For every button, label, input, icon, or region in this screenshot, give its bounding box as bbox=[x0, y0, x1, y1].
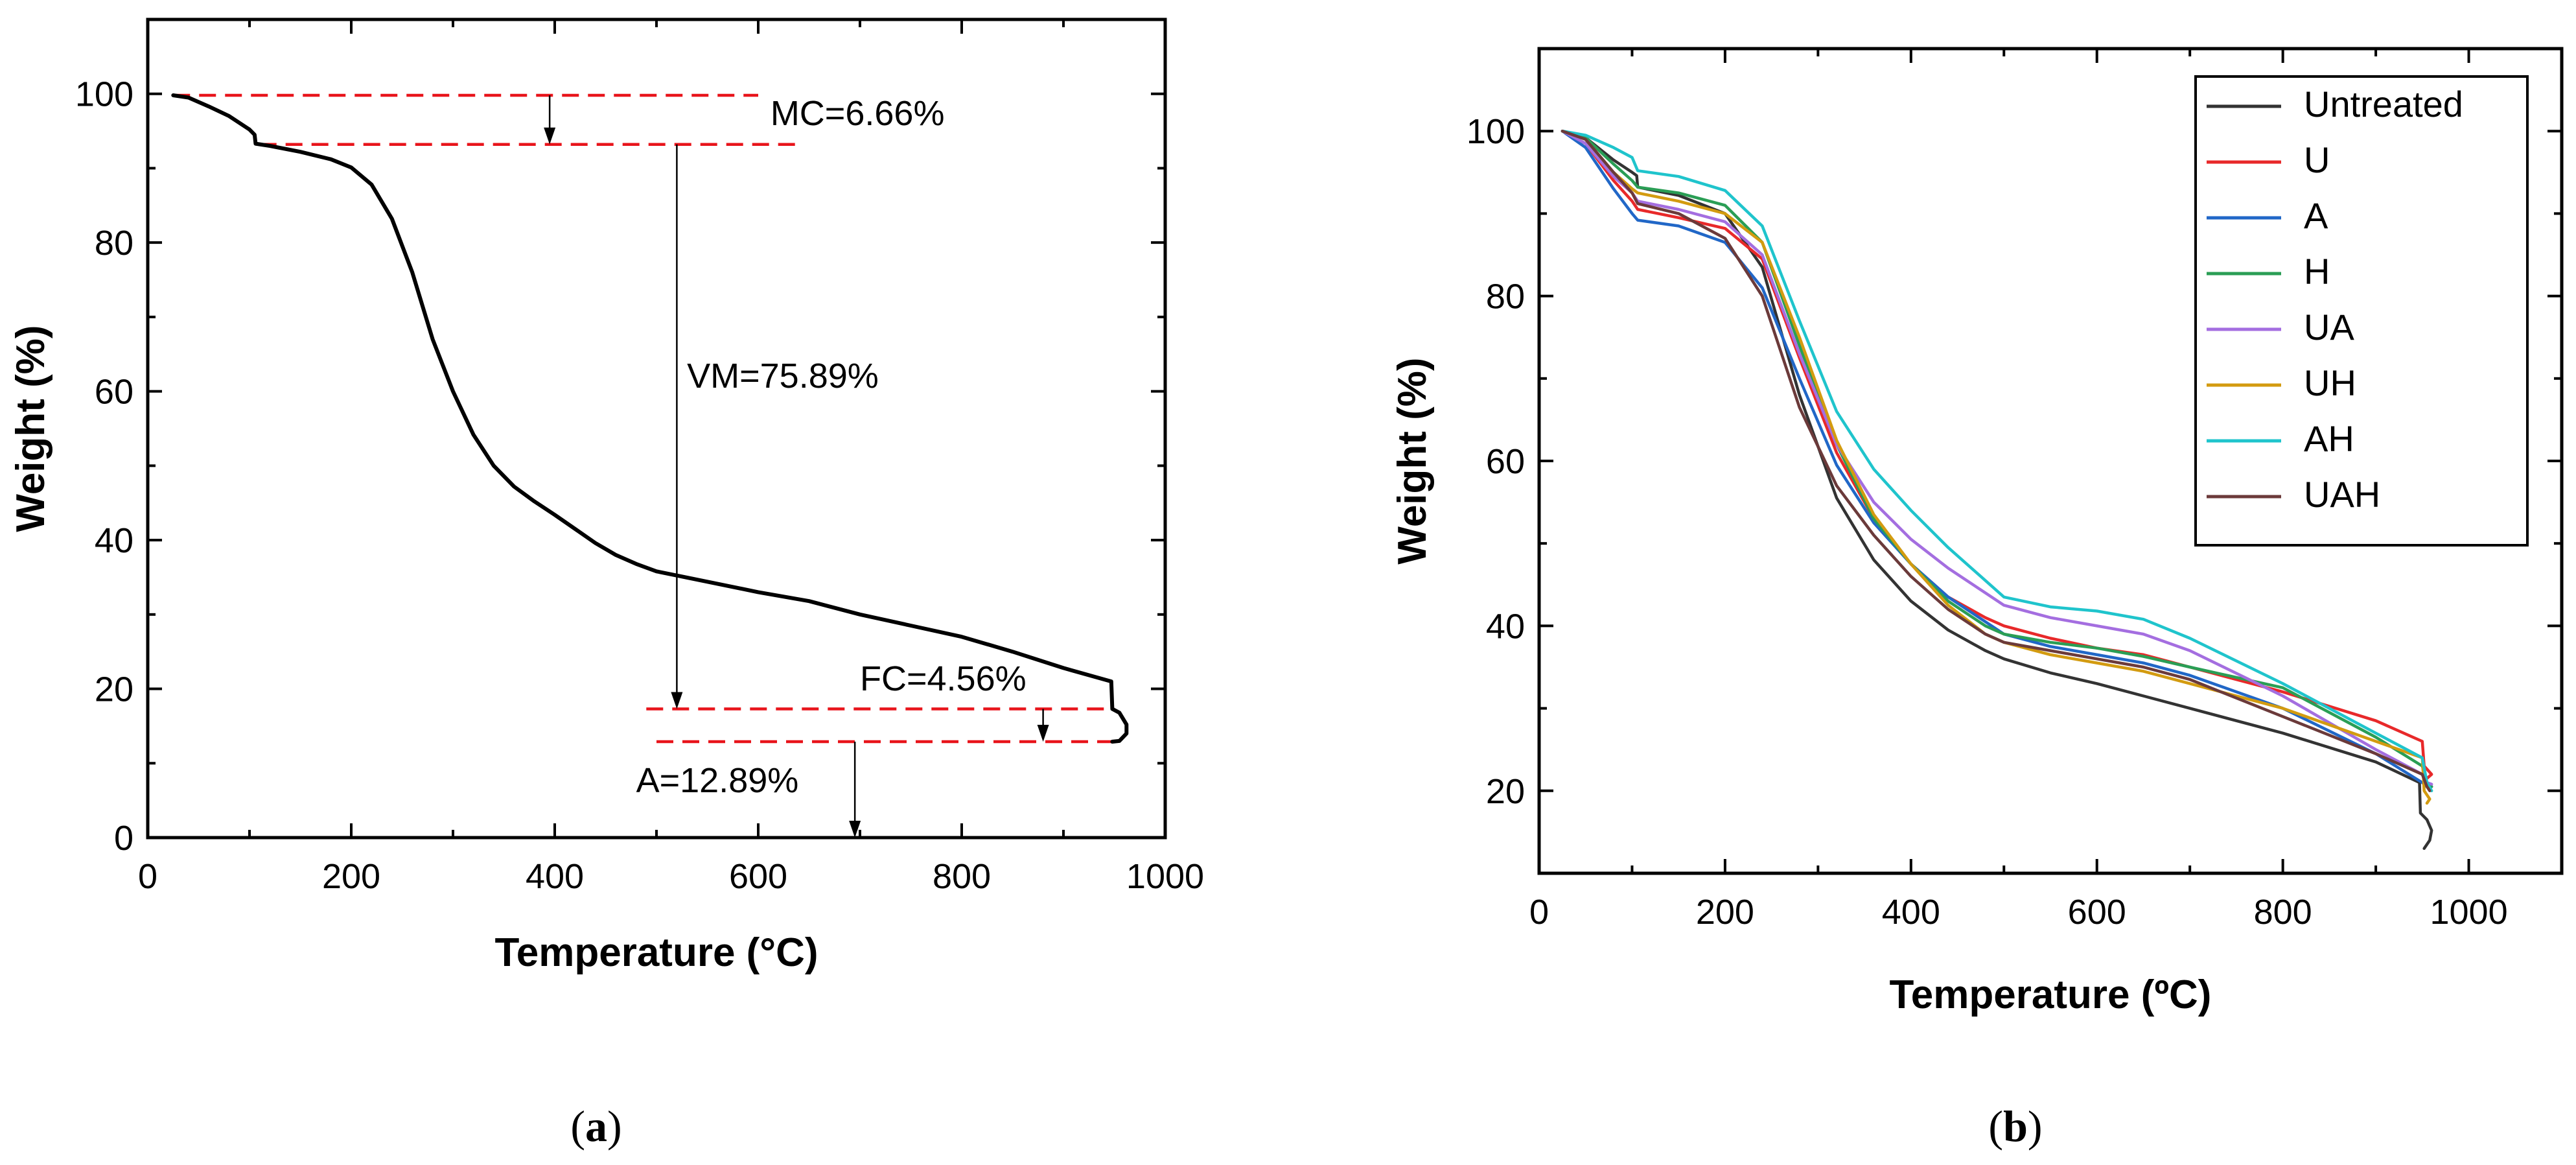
x-tick-label-a: 1000 bbox=[1126, 857, 1204, 896]
annotation-label: VM=75.89% bbox=[687, 357, 879, 395]
annotation-label: FC=4.56% bbox=[860, 659, 1027, 698]
annotations-a: MC=6.66% VM=75.89% FC=4.56% A=12.89% bbox=[636, 94, 1027, 800]
x-axis-title-b: Temperature (ºC) bbox=[1890, 972, 2212, 1017]
caption-a-label: a bbox=[585, 1101, 607, 1151]
x-tick-label-a: 400 bbox=[526, 857, 584, 896]
arrow-head bbox=[1037, 725, 1049, 742]
chart-panel-a: 0 200 400 600 800 1000 0 20 40 60 80 100 MC=6.66% VM… bbox=[8, 18, 1204, 975]
x-tick-label-b: 1000 bbox=[2430, 893, 2507, 932]
y-tick-label-b: 60 bbox=[1486, 442, 1525, 481]
arrow-head bbox=[671, 692, 683, 709]
legend-label: AH bbox=[2304, 418, 2354, 459]
series-group-a bbox=[171, 93, 1129, 744]
y-axis-title-b: Weight (%) bbox=[1390, 357, 1435, 564]
caption-a: (a) bbox=[570, 1101, 621, 1151]
legend-label: Untreated bbox=[2304, 84, 2463, 124]
arrow-head bbox=[544, 127, 556, 145]
legend-label: UAH bbox=[2304, 474, 2380, 515]
x-tick-label-a: 0 bbox=[138, 857, 157, 896]
x-tick-label-b: 800 bbox=[2254, 893, 2312, 932]
y-tick-label-a: 80 bbox=[95, 224, 133, 263]
arrow-head bbox=[849, 821, 861, 838]
x-tick-label-a: 800 bbox=[933, 857, 991, 896]
x-axis-title-a: Temperature (°C) bbox=[494, 930, 818, 975]
y-tick-label-a: 60 bbox=[95, 373, 133, 412]
x-tick-label-b: 0 bbox=[1529, 893, 1549, 932]
y-tick-label-a: 40 bbox=[95, 521, 133, 560]
caption-b-open: ( bbox=[1988, 1101, 2003, 1151]
x-tick-label-b: 600 bbox=[2068, 893, 2126, 932]
series-line-uh bbox=[1561, 129, 2431, 805]
legend-label: UA bbox=[2304, 307, 2354, 347]
legend-label: A bbox=[2304, 195, 2328, 236]
y-axis-title-a: Weight (%) bbox=[8, 325, 53, 532]
series-line-sample bbox=[171, 93, 1129, 744]
x-tick-label-a: 200 bbox=[322, 857, 380, 896]
caption-a-open: ( bbox=[570, 1101, 585, 1151]
y-tick-label-a: 20 bbox=[95, 670, 133, 709]
series-line-ah bbox=[1561, 129, 2433, 793]
legend-label: UH bbox=[2304, 362, 2356, 403]
annotation-label: A=12.89% bbox=[636, 761, 799, 800]
plot-frame-a bbox=[146, 18, 1167, 840]
y-tick-label-b: 80 bbox=[1486, 277, 1525, 316]
y-tick-label-b: 100 bbox=[1467, 112, 1525, 151]
y-tick-label-b: 20 bbox=[1486, 772, 1525, 811]
series-line-uah bbox=[1561, 129, 2431, 793]
arrows-a bbox=[544, 95, 1049, 838]
caption-b: (b) bbox=[1988, 1101, 2042, 1151]
y-tick-label-b: 40 bbox=[1486, 607, 1525, 646]
caption-b-close: ) bbox=[2028, 1101, 2043, 1151]
x-tick-label-a: 600 bbox=[729, 857, 787, 896]
tick-group-b: 0 200 400 600 800 1000 20 40 60 80 100 bbox=[1467, 49, 2562, 932]
annotation-label: MC=6.66% bbox=[771, 94, 945, 133]
x-tick-label-b: 200 bbox=[1696, 893, 1754, 932]
legend-frame-b bbox=[2194, 75, 2529, 547]
tick-group-a: 0 200 400 600 800 1000 0 20 40 60 80 100 bbox=[75, 19, 1204, 896]
reference-lines-a bbox=[173, 93, 1115, 744]
caption-b-label: b bbox=[2003, 1101, 2028, 1151]
caption-a-close: ) bbox=[607, 1101, 622, 1151]
series-line-untreated bbox=[1561, 129, 2433, 851]
x-tick-label-b: 400 bbox=[1882, 893, 1940, 932]
legend-label: U bbox=[2304, 139, 2330, 180]
y-tick-label-a: 0 bbox=[114, 819, 133, 858]
series-group-b bbox=[1561, 129, 2433, 851]
legend-label: H bbox=[2304, 251, 2330, 292]
y-tick-label-a: 100 bbox=[75, 75, 133, 114]
